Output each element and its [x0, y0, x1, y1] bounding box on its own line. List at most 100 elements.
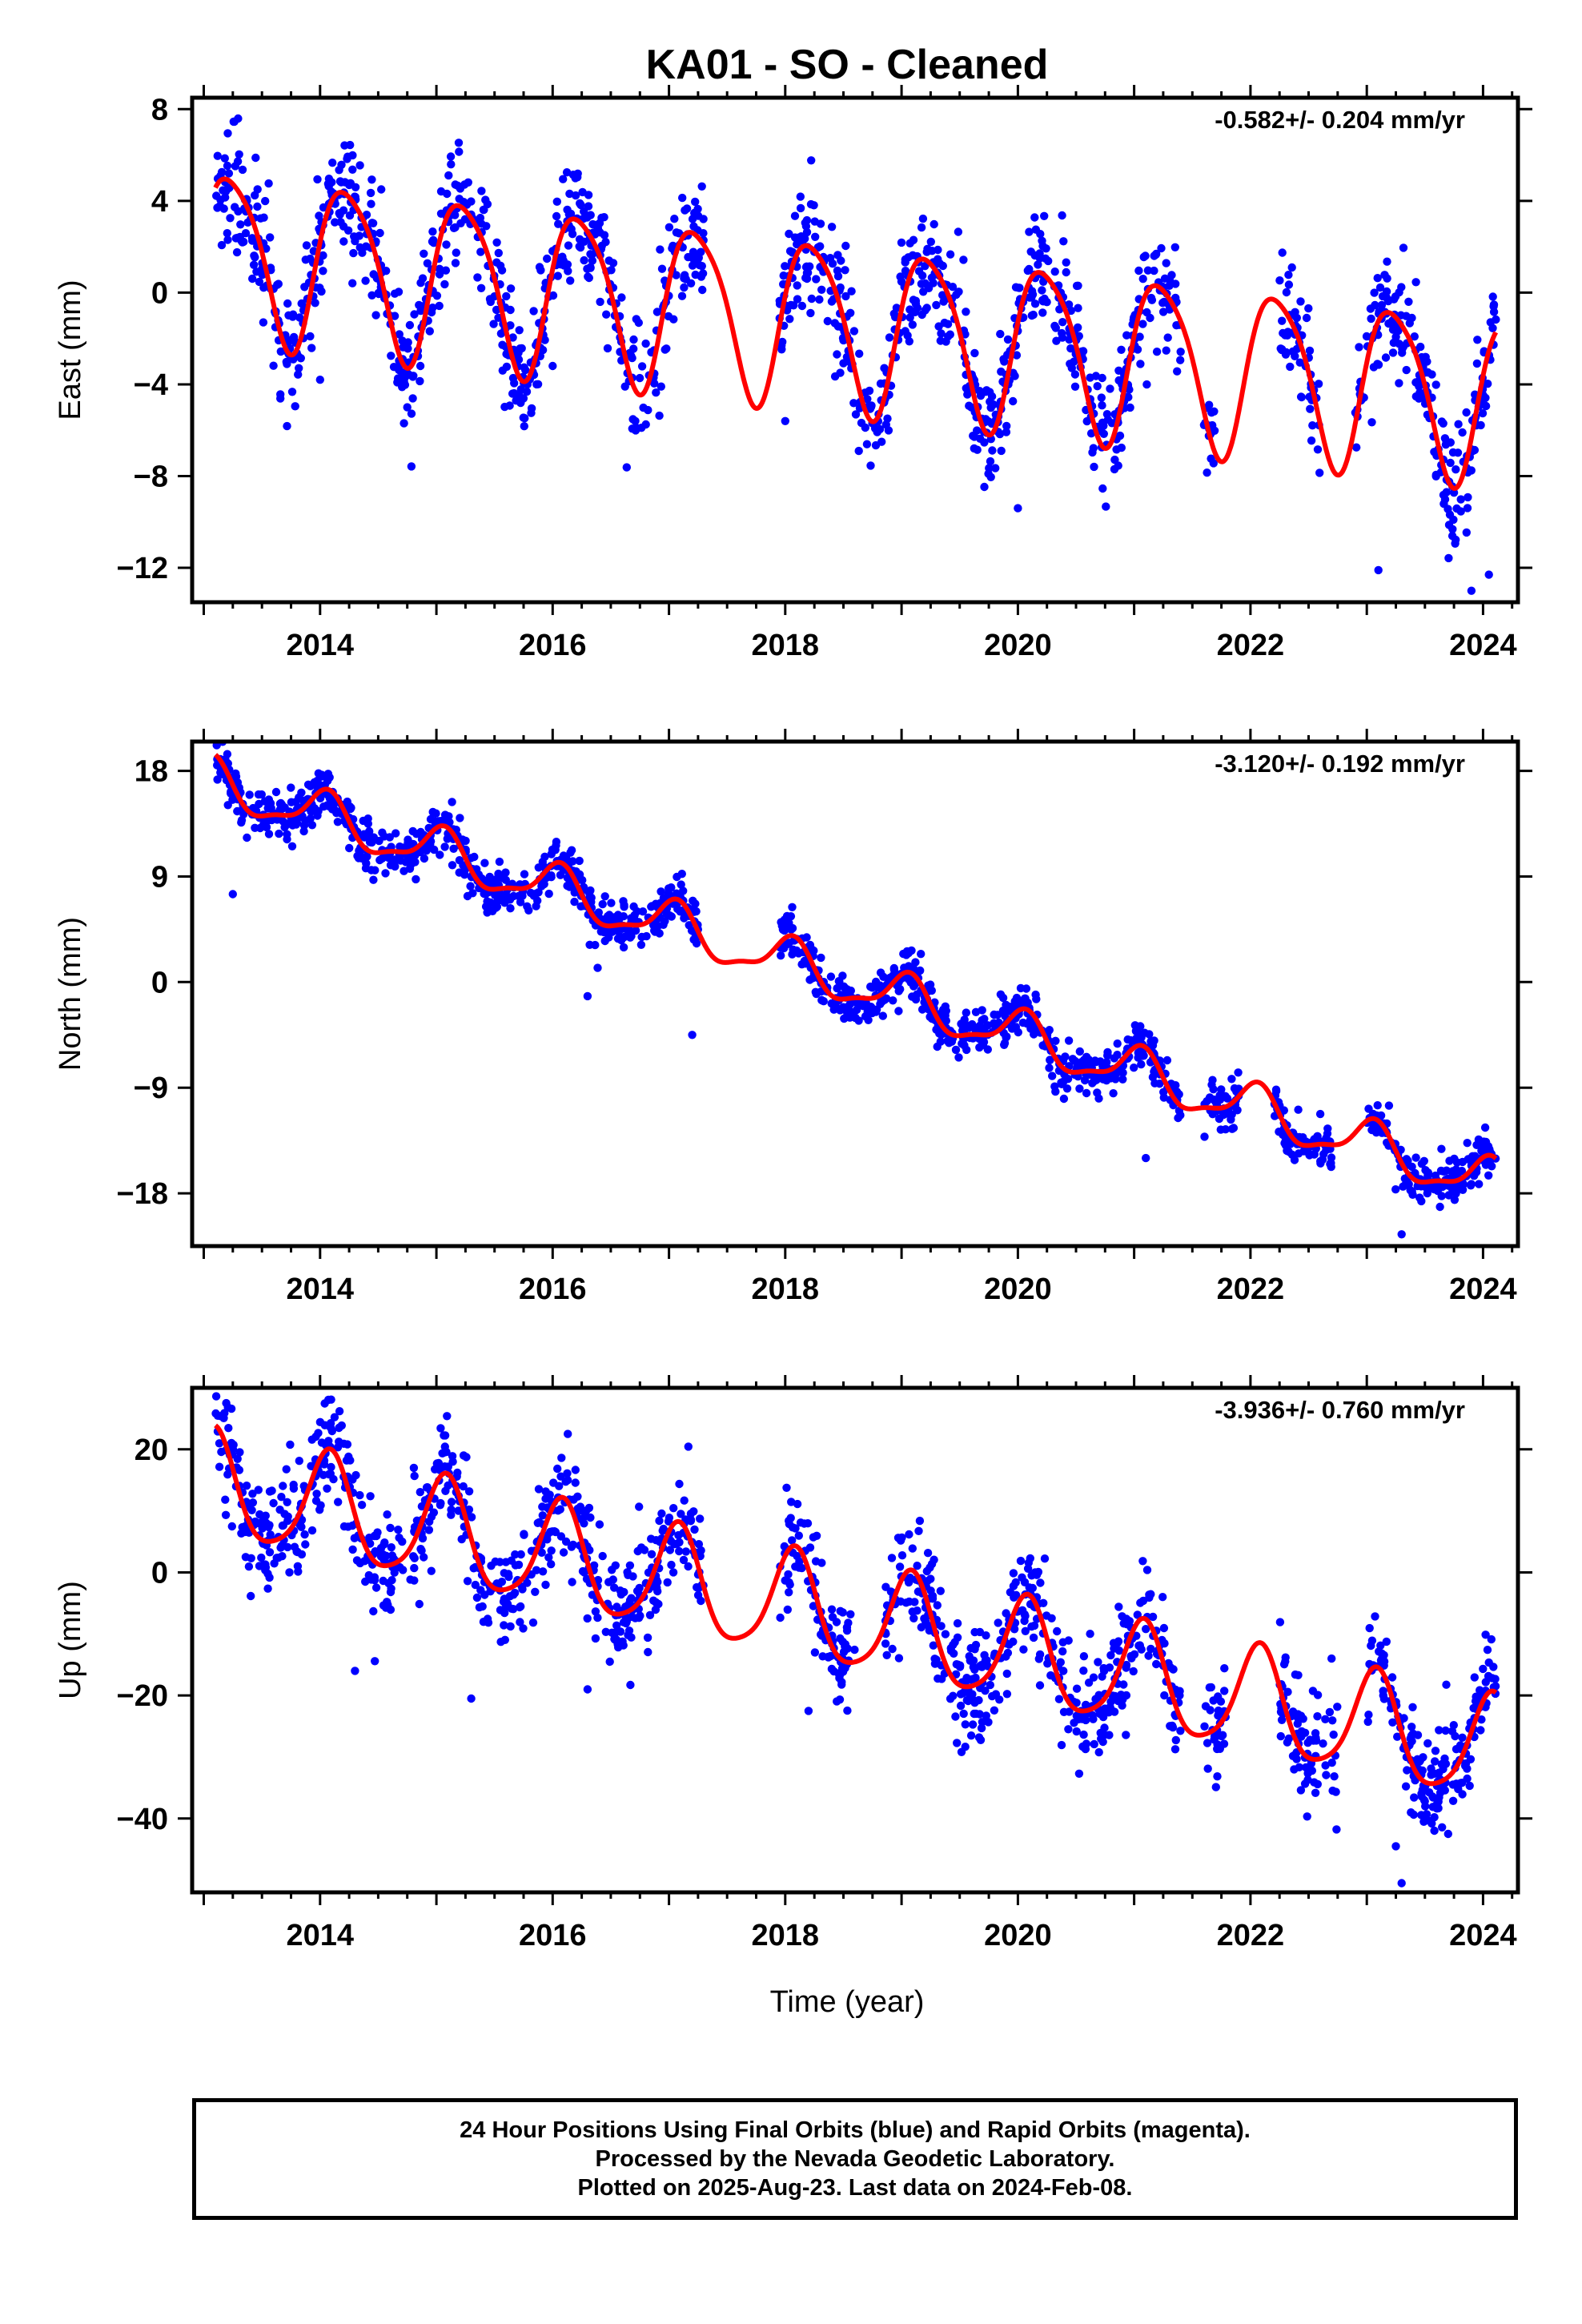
- data-point: [1103, 1047, 1112, 1057]
- data-point: [923, 244, 932, 253]
- data-point: [476, 247, 485, 256]
- data-point: [538, 345, 548, 355]
- data-point: [999, 355, 1008, 364]
- data-point: [1029, 1633, 1038, 1642]
- data-point: [578, 1566, 588, 1576]
- model-fit-curve: [214, 1423, 1498, 1787]
- data-point: [255, 277, 264, 287]
- data-point: [976, 434, 985, 443]
- data-point: [323, 770, 333, 778]
- data-point: [903, 331, 912, 340]
- data-point: [1275, 276, 1284, 285]
- data-point: [868, 983, 877, 992]
- data-point: [1091, 1695, 1100, 1703]
- data-point: [681, 1547, 690, 1556]
- data-point: [936, 1586, 946, 1595]
- data-point: [782, 1483, 791, 1493]
- data-point: [1417, 1792, 1426, 1801]
- data-point: [1219, 1739, 1229, 1748]
- data-point: [1021, 1626, 1030, 1636]
- data-point: [1172, 1088, 1182, 1096]
- data-point: [1296, 297, 1305, 306]
- data-point: [1220, 1687, 1229, 1695]
- data-point: [1402, 1155, 1411, 1164]
- data-point: [777, 345, 786, 354]
- data-point: [501, 875, 510, 885]
- data-point: [802, 933, 811, 942]
- data-point: [1290, 1156, 1299, 1164]
- model-fit-curve: [214, 753, 1498, 1185]
- outlier-point: [688, 1031, 697, 1039]
- data-point: [514, 891, 523, 901]
- data-point: [415, 1599, 424, 1609]
- data-point: [1315, 1109, 1325, 1119]
- data-point: [336, 218, 345, 227]
- data-point: [631, 426, 640, 435]
- data-point: [596, 297, 604, 307]
- data-point: [567, 1542, 576, 1551]
- data-point: [1200, 1132, 1209, 1141]
- data-point: [501, 868, 510, 877]
- data-point: [600, 892, 609, 901]
- data-point: [552, 211, 561, 221]
- data-point: [675, 1479, 684, 1489]
- outlier-point: [1014, 504, 1022, 513]
- data-point: [894, 1654, 904, 1663]
- data-point: [335, 209, 343, 218]
- data-point: [323, 1484, 331, 1494]
- data-point: [984, 1718, 993, 1727]
- outlier-point: [1391, 1842, 1400, 1851]
- data-point: [1010, 1625, 1019, 1634]
- data-point: [327, 1462, 335, 1472]
- data-point: [255, 799, 263, 809]
- data-point: [1435, 1726, 1443, 1735]
- data-point: [909, 235, 918, 244]
- data-point: [1135, 1030, 1145, 1039]
- data-point: [529, 307, 538, 316]
- data-point: [586, 263, 595, 271]
- data-point: [1142, 1625, 1150, 1634]
- data-point: [1475, 1180, 1484, 1188]
- data-point: [578, 187, 587, 197]
- data-point: [1363, 1717, 1372, 1727]
- data-point: [1470, 1673, 1480, 1682]
- data-point: [607, 266, 616, 275]
- data-point: [266, 233, 275, 242]
- data-point: [1203, 1739, 1212, 1747]
- data-point: [307, 821, 317, 830]
- data-point: [996, 990, 1006, 999]
- data-point: [937, 1622, 946, 1630]
- data-point: [416, 1488, 424, 1497]
- data-point: [956, 1701, 966, 1711]
- data-point: [1294, 1710, 1303, 1719]
- x-tick-label: 2014: [287, 1273, 355, 1306]
- data-point: [1456, 495, 1465, 504]
- data-point: [227, 1404, 236, 1413]
- data-point: [619, 943, 628, 952]
- data-point: [851, 410, 861, 419]
- data-point: [538, 1511, 547, 1520]
- data-point: [946, 1647, 956, 1655]
- data-point: [565, 189, 574, 199]
- data-point: [797, 960, 806, 969]
- data-point: [825, 254, 835, 263]
- data-point: [1278, 316, 1287, 325]
- data-point: [1113, 1051, 1122, 1059]
- data-point: [357, 1501, 367, 1510]
- outlier-point: [583, 1685, 592, 1694]
- data-point: [803, 268, 813, 277]
- data-point: [1352, 443, 1361, 452]
- data-point: [340, 141, 349, 150]
- data-point: [1489, 300, 1499, 309]
- data-point: [435, 270, 444, 279]
- data-point: [1410, 332, 1419, 341]
- data-point: [1213, 1740, 1222, 1749]
- data-point: [1010, 997, 1019, 1006]
- data-point: [1451, 539, 1460, 548]
- outlier-point: [1374, 565, 1383, 575]
- data-point: [1473, 336, 1482, 344]
- data-point: [1330, 1772, 1339, 1781]
- data-point: [1427, 370, 1436, 379]
- x-tick-label: 2022: [1217, 629, 1285, 662]
